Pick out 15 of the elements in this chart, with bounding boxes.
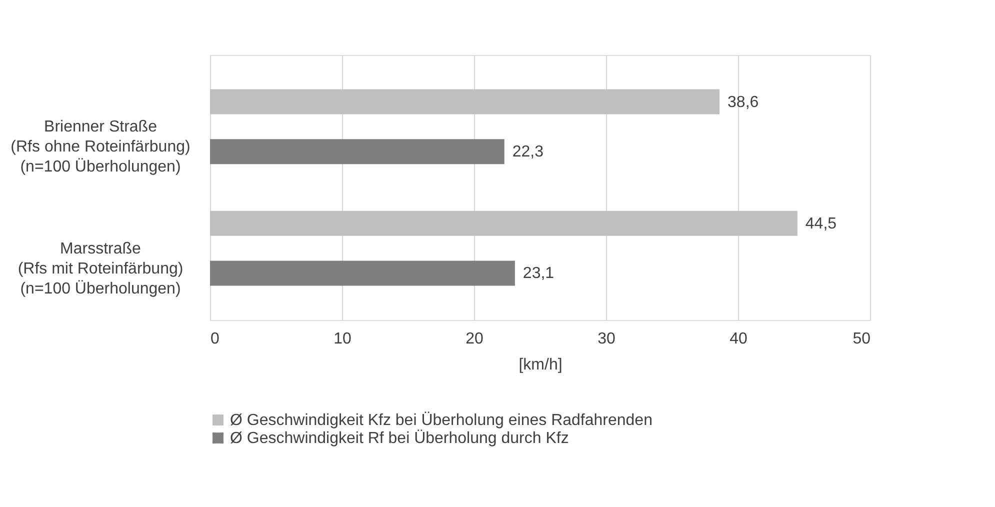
x-tick-label: 20 [466, 330, 484, 348]
x-tick-label: 40 [730, 330, 748, 348]
x-tick-label: 30 [598, 330, 616, 348]
text: 44,5 [805, 215, 837, 232]
text: 22,3 [512, 144, 544, 161]
text: 23,1 [522, 265, 554, 282]
x-axis-title: [km/h] [518, 356, 562, 374]
y-tick-label: Brienner Straße (Rfs ohne Roteinfärbung) (n=100 Überholungen) [10, 118, 190, 176]
x-tick-label: 10 [334, 330, 352, 348]
y-tick-label: Marsstraße (Rfs mit Roteinfärbung) (n=100 Überholungen) [18, 240, 184, 298]
legend-label: Ø Geschwindigkeit Kfz bei Überholung eines Radfahrenden [230, 411, 652, 429]
x-tick-label: 50 [852, 330, 871, 348]
x-tick-label: 0 [210, 330, 220, 348]
legend-label: Ø Geschwindigkeit Rf bei Überholung durch Kfz [230, 429, 569, 447]
text: 38,6 [728, 94, 759, 111]
